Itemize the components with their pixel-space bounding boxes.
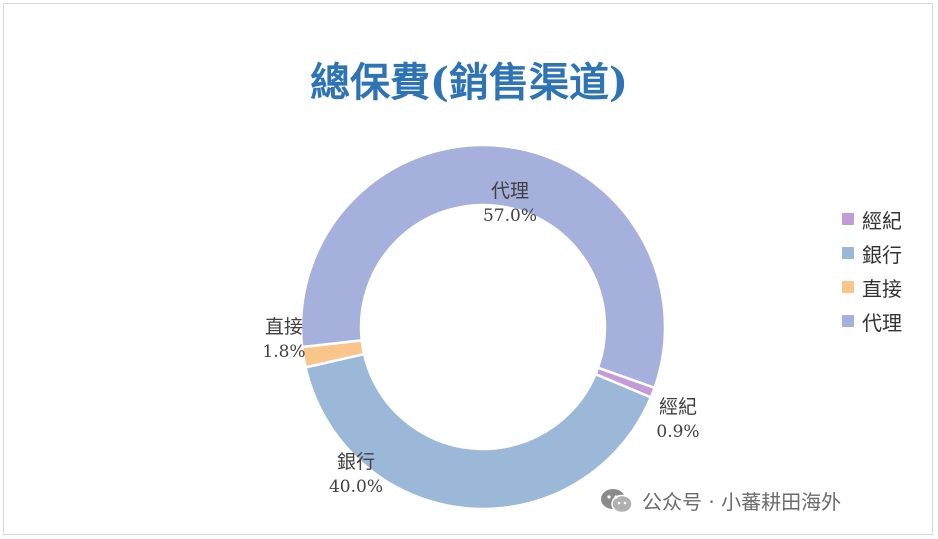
slice-agency: [299, 143, 667, 390]
slice-label-broker: 經紀: [659, 396, 697, 418]
chart-frame: [3, 3, 933, 535]
legend-item-agency: 代理: [842, 304, 902, 338]
legend-item-broker: 經紀: [842, 202, 902, 236]
slice-value-direct: 1.8%: [262, 342, 305, 362]
legend-swatch: [842, 281, 854, 293]
watermark: 公众号 · 小蕃耕田海外: [600, 486, 841, 515]
legend-label: 直接: [862, 276, 902, 301]
legend-item-direct: 直接: [842, 270, 902, 304]
legend-label: 代理: [862, 310, 902, 335]
chart-legend: 經紀 銀行 直接 代理: [842, 202, 902, 338]
slice-label-direct: 直接: [265, 316, 303, 338]
slice-value-agency: 57.0%: [483, 206, 537, 226]
slice-label-agency: 代理: [491, 180, 529, 202]
legend-swatch: [842, 315, 854, 327]
wechat-icon: [600, 488, 634, 514]
watermark-text: 公众号 · 小蕃耕田海外: [642, 490, 842, 514]
chart-title: 總保費(銷售渠道): [310, 59, 628, 106]
legend-swatch: [842, 247, 854, 259]
slice-bank: [304, 352, 653, 511]
slice-label-bank: 銀行: [337, 451, 375, 473]
slice-value-bank: 40.0%: [329, 477, 383, 497]
slice-value-broker: 0.9%: [656, 422, 699, 442]
legend-swatch: [842, 213, 854, 225]
legend-label: 銀行: [862, 242, 902, 267]
legend-label: 經紀: [862, 208, 902, 233]
legend-item-bank: 銀行: [842, 236, 902, 270]
